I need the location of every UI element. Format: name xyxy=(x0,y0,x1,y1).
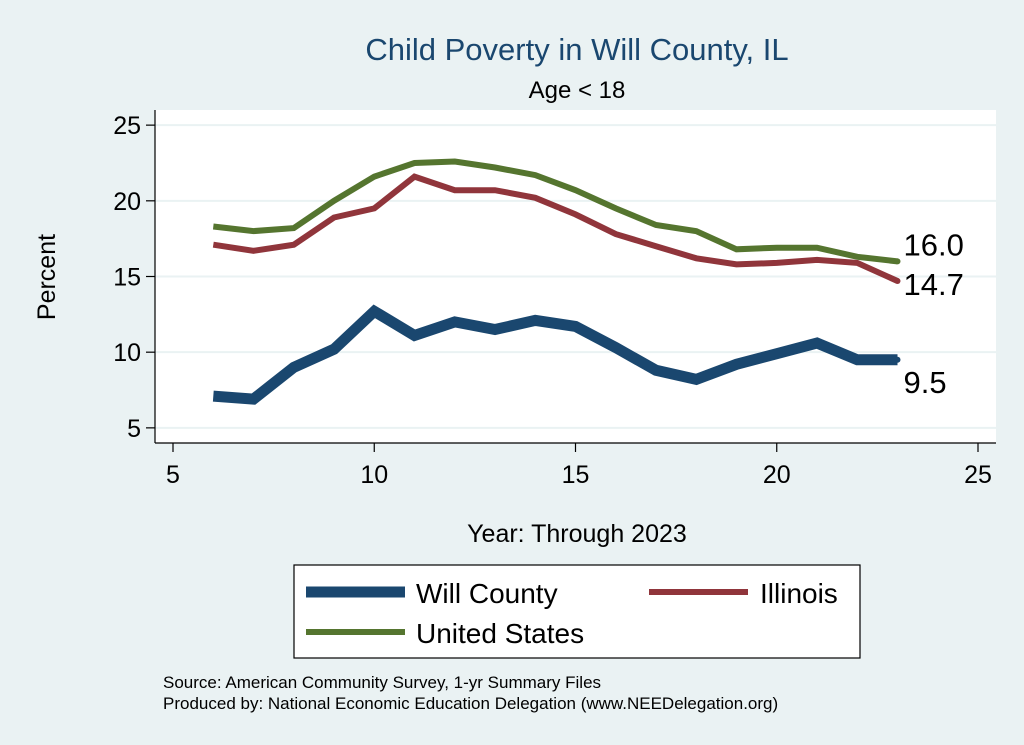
x-tick-label: 20 xyxy=(763,461,791,489)
y-tick-label: 25 xyxy=(113,112,141,140)
legend-label-will-county: Will County xyxy=(416,578,558,609)
axis-ticks: 5 10 15 20 25 5 10 15 20 25 xyxy=(113,112,992,489)
y-tick-label: 20 xyxy=(113,188,141,216)
x-tick-label: 15 xyxy=(562,461,590,489)
series-end-marker-will-county xyxy=(894,356,901,363)
legend-label-illinois: Illinois xyxy=(760,578,838,609)
series-line-will-county xyxy=(212,304,898,405)
x-tick-label: 5 xyxy=(166,461,180,489)
source-note: Source: American Community Survey, 1-yr … xyxy=(163,673,601,692)
series-line-united-states xyxy=(212,158,898,265)
series-end-marker-illinois xyxy=(894,278,901,285)
end-value-label-illinois: 14.7 xyxy=(904,267,964,302)
y-tick-label: 5 xyxy=(127,415,141,443)
producer-note: Produced by: National Economic Education… xyxy=(163,694,778,713)
end-value-label-will-county: 9.5 xyxy=(904,365,947,400)
series-end-marker-united-states xyxy=(894,258,901,265)
y-axis-label: Percent xyxy=(33,234,61,320)
legend-label-united-states: United States xyxy=(416,618,584,649)
y-tick-label: 15 xyxy=(113,264,141,292)
legend-box xyxy=(293,564,861,659)
chart-title: Child Poverty in Will County, IL xyxy=(365,32,788,67)
y-tick-label: 10 xyxy=(113,339,141,367)
x-tick-label: 25 xyxy=(964,461,992,489)
series-line-illinois xyxy=(212,173,899,284)
x-axis-label: Year: Through 2023 xyxy=(467,520,687,548)
series-lines: 16.0 14.7 9.5 xyxy=(212,158,964,405)
legend: Will County Illinois United States xyxy=(293,564,861,659)
gridlines xyxy=(155,124,996,429)
end-value-label-united-states: 16.0 xyxy=(904,227,964,262)
chart-subtitle: Age < 18 xyxy=(529,77,626,104)
x-tick-label: 10 xyxy=(360,461,388,489)
